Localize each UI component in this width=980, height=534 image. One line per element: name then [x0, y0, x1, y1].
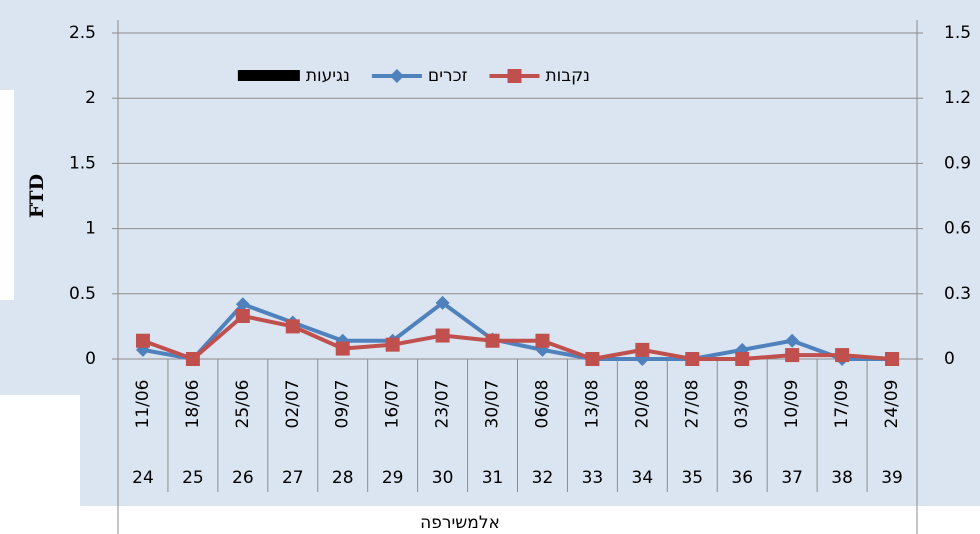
x-tick-label: 11/06: [133, 380, 153, 429]
point: [835, 348, 850, 363]
y2-tick-label: 0.9: [944, 153, 971, 173]
x-tick-label: 16/07: [383, 380, 403, 429]
point: [385, 337, 400, 352]
point: [485, 333, 500, 348]
point: [235, 308, 250, 323]
x-tick-label: 17/09: [832, 380, 852, 429]
point: [735, 352, 750, 366]
series-line: [142, 300, 893, 362]
point: [635, 342, 650, 357]
point: [435, 328, 450, 343]
week-label: 37: [781, 468, 803, 488]
point: [685, 352, 700, 366]
week-label: 32: [532, 468, 554, 488]
legend-label: נקבות: [545, 66, 590, 86]
y-tick-label: 0: [85, 349, 96, 369]
x-tick-label: 13/08: [582, 380, 602, 429]
legend-label: נגיעות: [306, 66, 350, 86]
y-tick-label: 1: [85, 219, 96, 239]
point: [585, 352, 600, 366]
legend-label: זכרים: [428, 66, 468, 86]
x-tick-label: 23/07: [433, 380, 453, 429]
week-label: 31: [482, 468, 504, 488]
week-label: 33: [582, 468, 604, 488]
point: [335, 341, 350, 356]
panel-edge: [0, 90, 14, 300]
week-label: 28: [332, 468, 354, 488]
week-label: 27: [282, 468, 304, 488]
week-label: 39: [881, 468, 903, 488]
point: [235, 297, 250, 312]
y-tick-label: 2.5: [69, 23, 96, 43]
week-label: 38: [831, 468, 853, 488]
week-label: 26: [232, 468, 254, 488]
week-label: 24: [132, 468, 154, 488]
point: [435, 295, 450, 310]
y2-tick-label: 0.3: [944, 284, 971, 304]
point: [785, 348, 800, 363]
week-label: 36: [731, 468, 753, 488]
x-axis-title: אלמשירפה: [420, 513, 500, 533]
panel-edge: [0, 395, 80, 534]
x-tick-label: 09/07: [333, 380, 353, 429]
y-tick-label: 1.5: [69, 153, 96, 173]
y-axis-title: FTD: [26, 174, 48, 218]
x-tick-label: 24/09: [882, 380, 902, 429]
x-tick-label: 18/06: [183, 380, 203, 429]
legend-swatch: [237, 70, 300, 81]
y2-tick-label: 0: [944, 349, 955, 369]
x-tick-label: 30/07: [483, 380, 503, 429]
x-tick-label: 03/09: [732, 380, 752, 429]
x-tick-label: 25/06: [233, 380, 253, 429]
x-tick-label: 02/07: [283, 380, 303, 429]
week-label: 29: [382, 468, 404, 488]
point: [185, 352, 200, 366]
legend-marker: [507, 69, 522, 83]
y2-tick-label: 1.5: [944, 23, 971, 43]
series-line: [142, 313, 893, 362]
y-tick-label: 2: [85, 88, 96, 108]
week-label: 25: [182, 468, 204, 488]
x-tick-label: 06/08: [532, 380, 552, 429]
x-tick-label: 10/09: [782, 380, 802, 429]
point: [785, 333, 800, 348]
y-tick-label: 0.5: [69, 284, 96, 304]
point: [285, 319, 300, 334]
week-label: 34: [632, 468, 654, 488]
week-label: 35: [681, 468, 703, 488]
week-label: 30: [432, 468, 454, 488]
legend-marker: [389, 69, 404, 83]
point: [885, 352, 900, 366]
x-tick-label: 20/08: [632, 380, 652, 429]
point: [135, 333, 150, 348]
y2-tick-label: 1.2: [944, 88, 971, 108]
panel-edge: [80, 506, 980, 534]
x-tick-label: 27/08: [682, 380, 702, 429]
point: [535, 333, 550, 348]
y2-tick-label: 0.6: [944, 219, 971, 239]
